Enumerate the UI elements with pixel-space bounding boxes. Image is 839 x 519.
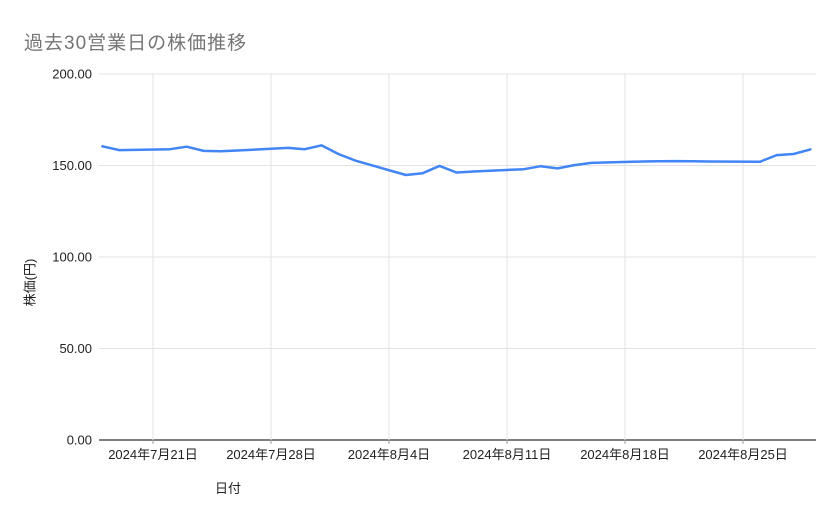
x-tick-label: 2024年7月21日 xyxy=(108,447,198,462)
y-tick-label: 150.00 xyxy=(52,158,92,173)
x-tick-label: 2024年7月28日 xyxy=(226,447,316,462)
y-tick-label: 100.00 xyxy=(52,250,92,265)
y-tick-label: 50.00 xyxy=(59,341,92,356)
y-tick-label: 0.00 xyxy=(67,433,92,448)
y-tick-label: 200.00 xyxy=(52,67,92,82)
x-axis-title-wrap: 日付 xyxy=(0,478,684,497)
chart-title: 過去30営業日の株価推移 xyxy=(24,33,248,54)
x-tick-label: 2024年8月18日 xyxy=(580,447,670,462)
x-axis-title: 日付 xyxy=(214,481,241,496)
y-axis-title: 株価(円) xyxy=(22,258,38,307)
x-tick-label: 2024年8月11日 xyxy=(463,447,552,462)
x-tick-label: 2024年8月4日 xyxy=(348,447,430,462)
x-tick-label: 2024年8月25日 xyxy=(698,447,788,462)
price-line-series xyxy=(101,144,812,177)
